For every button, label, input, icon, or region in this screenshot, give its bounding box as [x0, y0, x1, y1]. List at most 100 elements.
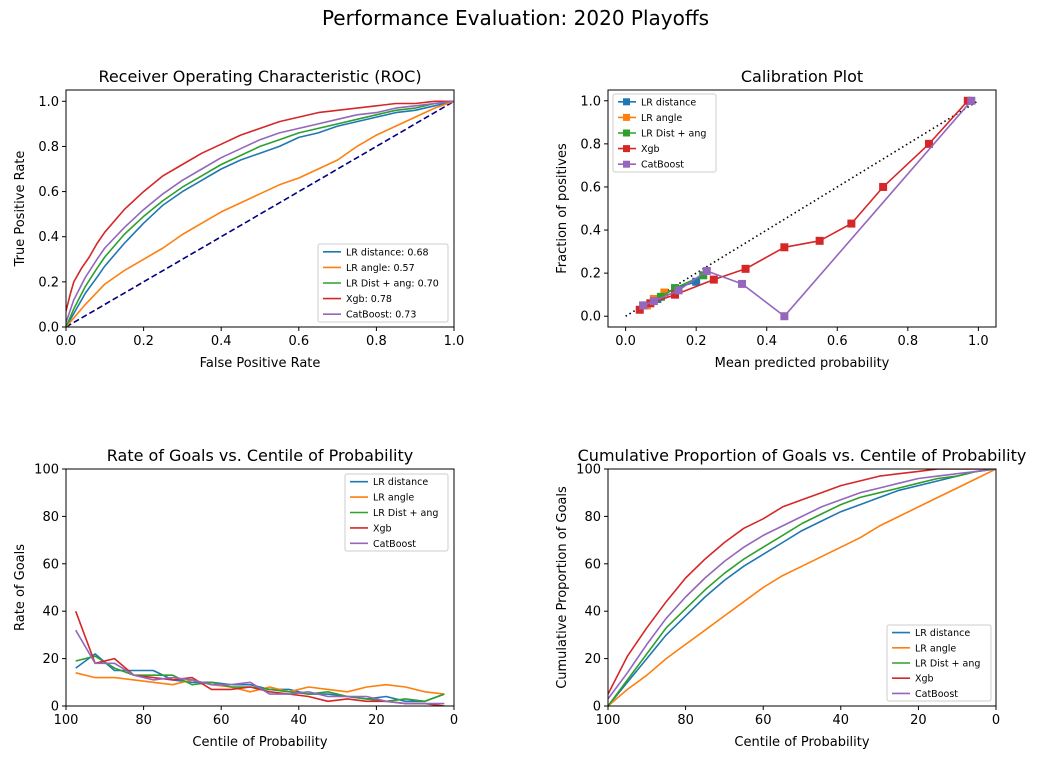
plot-area — [74, 610, 445, 706]
x-tick-label: 0 — [450, 713, 458, 728]
x-tick-label: 60 — [213, 713, 230, 728]
y-tick-label: 1.0 — [38, 95, 59, 110]
data-point-marker — [815, 236, 824, 245]
data-point-marker — [692, 277, 701, 286]
data-point-marker — [741, 264, 750, 273]
series-line-5 — [66, 100, 454, 323]
legend-entry-label: CatBoost — [373, 539, 416, 550]
x-tick-label: 1.0 — [444, 334, 465, 349]
legend: LR distance: 0.68 LR angle: 0.57 LR Dist +… — [317, 243, 449, 323]
legend-marker — [623, 129, 630, 137]
series-line-1 — [608, 469, 996, 706]
legend-box — [612, 93, 717, 173]
data-point-marker — [699, 271, 708, 280]
axes-frame — [65, 89, 455, 328]
series-line-1 — [75, 653, 445, 703]
x-tick-label: 0.2 — [133, 334, 154, 349]
chart-title: Cumulative Proportion of Goals vs. Centi… — [578, 446, 1027, 465]
y-tick-label: 0 — [51, 700, 59, 715]
legend-entry-label: CatBoost — [915, 689, 958, 700]
plot-area — [66, 100, 454, 327]
series-line-5 — [608, 469, 996, 700]
legend-entry-label: LR Dist + ang — [373, 508, 438, 519]
data-point-marker — [780, 312, 789, 321]
legend-entry-label: LR distance — [373, 477, 428, 488]
legend-box — [317, 243, 449, 323]
x-tick-label: 0.6 — [827, 334, 848, 349]
y-axis-label: True Positive Rate — [13, 151, 28, 268]
axes-frame — [607, 89, 997, 328]
x-tick-label: 0.4 — [756, 334, 777, 349]
x-tick-label: 1.0 — [968, 334, 989, 349]
x-tick-label: 0.8 — [366, 334, 387, 349]
axes-frame — [65, 468, 455, 707]
series-line-2 — [608, 469, 996, 706]
x-tick-label: 0 — [992, 713, 1000, 728]
legend-marker — [623, 145, 630, 153]
x-tick-label: 0.0 — [56, 334, 77, 349]
series-line-4 — [608, 469, 996, 695]
y-axis-label: Rate of Goals — [13, 544, 28, 631]
y-tick-label: 20 — [42, 652, 59, 667]
x-axis-label: False Positive Rate — [200, 356, 321, 371]
data-point-marker — [635, 305, 644, 314]
chart-panel-3: Rate of Goals vs. Centile of Probability… — [13, 446, 458, 750]
chart-title: Receiver Operating Characteristic (ROC) — [98, 67, 421, 86]
data-point-marker — [639, 301, 648, 310]
data-point-marker — [656, 292, 665, 301]
legend: LR distance LR angle LR Dist + ang Xgb CatBo… — [886, 624, 992, 702]
series-line-2 — [75, 672, 445, 695]
series-line-3 — [608, 469, 996, 706]
x-tick-label: 0.4 — [211, 334, 232, 349]
x-tick-label: 0.8 — [897, 334, 918, 349]
data-point-marker — [702, 266, 711, 275]
y-tick-label: 0.2 — [38, 275, 59, 290]
data-point-marker — [709, 275, 718, 284]
figure-suptitle: Performance Evaluation: 2020 Playoffs — [321, 6, 710, 30]
y-tick-label: 80 — [42, 510, 59, 525]
x-tick-label: 80 — [135, 713, 152, 728]
y-tick-label: 40 — [42, 605, 59, 620]
legend-entry-label: LR angle — [915, 643, 956, 654]
y-tick-label: 0.4 — [38, 230, 59, 245]
legend-box — [344, 473, 449, 552]
legend-marker — [623, 160, 630, 168]
chart-panel-4: Cumulative Proportion of Goals vs. Centi… — [555, 446, 1026, 750]
legend: LR distance LR angle LR Dist + ang Xgb CatBo… — [612, 93, 717, 173]
y-tick-label: 20 — [584, 652, 601, 667]
x-tick-label: 0.0 — [615, 334, 636, 349]
reference-line — [625, 100, 979, 317]
y-tick-label: 60 — [42, 557, 59, 572]
series-line-2 — [66, 100, 454, 327]
x-tick-label: 100 — [596, 713, 621, 728]
x-tick-label: 40 — [291, 713, 308, 728]
data-point-marker — [738, 279, 747, 288]
legend-entry-label: CatBoost — [641, 160, 684, 171]
data-point-marker — [660, 288, 669, 297]
legend-entry-label: LR Dist + ang — [915, 659, 980, 670]
legend-entry-label: LR angle — [641, 113, 682, 124]
data-point-marker — [780, 243, 789, 252]
x-tick-label: 40 — [833, 713, 850, 728]
legend-marker — [623, 113, 630, 121]
axes-frame — [607, 468, 997, 707]
y-tick-label: 0.6 — [38, 185, 59, 200]
legend-entry-label: LR distance: 0.68 — [346, 247, 429, 258]
series-line-1 — [66, 100, 454, 327]
x-tick-label: 0.2 — [686, 334, 707, 349]
legend: LR distance LR angle LR Dist + ang Xgb CatBo… — [344, 473, 449, 552]
y-axis-label: Fraction of positives — [555, 143, 570, 274]
x-tick-label: 20 — [368, 713, 385, 728]
data-point-marker — [674, 286, 683, 295]
data-point-marker — [671, 290, 680, 299]
legend-entry-label: LR distance — [915, 628, 970, 639]
y-tick-label: 0 — [593, 700, 601, 715]
x-tick-label: 0.6 — [288, 334, 309, 349]
y-tick-label: 0.0 — [580, 310, 601, 325]
y-tick-label: 0.6 — [580, 180, 601, 195]
y-tick-label: 0.4 — [580, 224, 601, 239]
legend-entry-label: Xgb — [373, 523, 392, 534]
series-line-5 — [75, 629, 445, 705]
